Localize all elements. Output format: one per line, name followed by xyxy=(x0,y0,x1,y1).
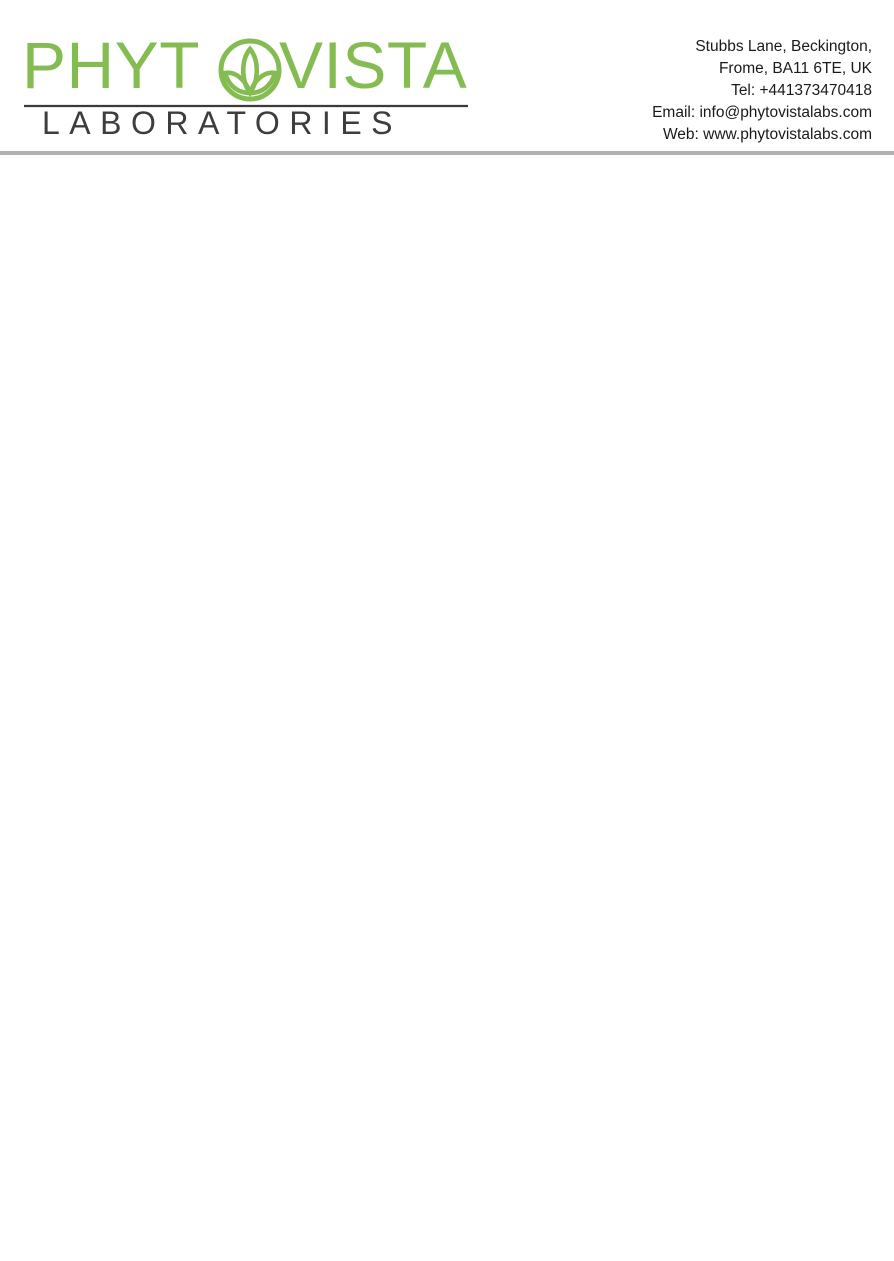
svg-text:VISTA: VISTA xyxy=(279,30,467,102)
svg-text:PHYT: PHYT xyxy=(22,30,200,102)
svg-text:LABORATORIES: LABORATORIES xyxy=(42,105,402,138)
